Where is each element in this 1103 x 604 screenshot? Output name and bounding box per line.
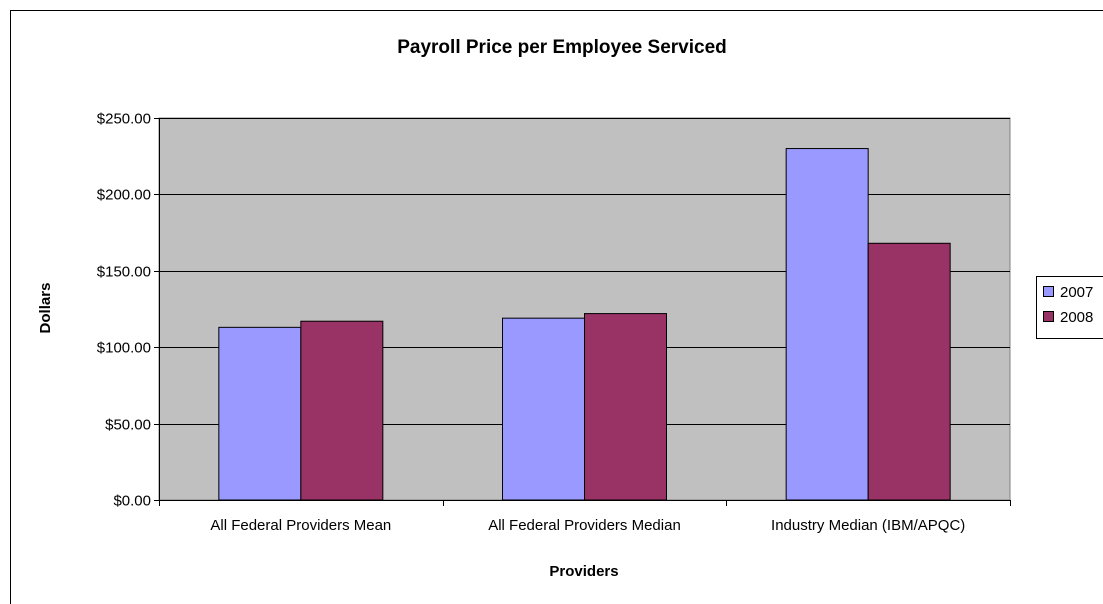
legend-swatch-2008 <box>1043 311 1054 322</box>
bar-2008-3 <box>867 242 951 501</box>
chart-title: Payroll Price per Employee Serviced <box>397 37 727 58</box>
legend-label-2007: 2007 <box>1060 284 1093 301</box>
x-tick-labels: All Federal Providers Mean All Federal Pr… <box>210 517 965 534</box>
x-tick-label: All Federal Providers Median <box>488 517 681 534</box>
y-tick-label: $150.00 <box>97 264 151 281</box>
bars <box>218 148 951 501</box>
x-axis-title: Providers <box>549 563 618 580</box>
y-tick-label: $250.00 <box>97 111 151 128</box>
legend-swatch-2007 <box>1043 286 1054 297</box>
x-tick-label: All Federal Providers Mean <box>210 517 391 534</box>
y-tick-label: $200.00 <box>97 187 151 204</box>
bar-2008-2 <box>584 313 667 501</box>
y-tick-label: $100.00 <box>97 340 151 357</box>
legend: 2007 2008 <box>1036 276 1103 339</box>
bar-2008-1 <box>300 320 384 501</box>
axes <box>154 118 1011 506</box>
y-tick-labels: $0.00 $50.00 $100.00 $150.00 $200.00 $250.00 <box>97 111 151 510</box>
bar-2007-1 <box>218 326 302 501</box>
x-tick-label: Industry Median (IBM/APQC) <box>771 517 965 534</box>
y-tick-label: $0.00 <box>113 493 151 510</box>
bar-2007-3 <box>785 148 869 501</box>
y-axis-title: Dollars <box>37 283 54 334</box>
bar-2007-2 <box>502 317 585 501</box>
y-tick-label: $50.00 <box>105 417 151 434</box>
legend-label-2008: 2008 <box>1060 309 1093 326</box>
